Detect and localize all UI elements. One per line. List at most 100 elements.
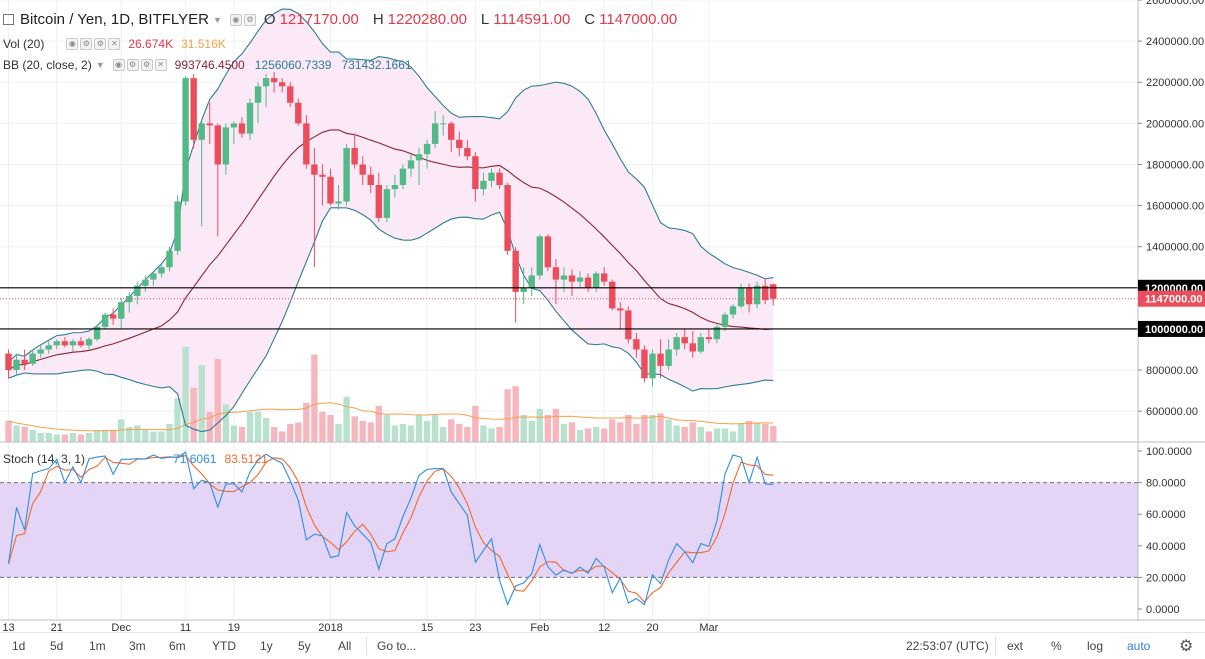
volume-ma-line [8,402,774,432]
close-icon[interactable]: ✕ [154,59,167,71]
volume-bar [665,419,672,442]
percent-toggle[interactable]: % [1051,639,1062,653]
candle-body [415,154,423,161]
candle-body [134,285,141,297]
level-low-tag: 1000000.00 [1145,324,1203,336]
chart-canvas[interactable]: 2600000.00 2400000.00 2200000.00 2000000.00… [0,0,1205,632]
range-5y-button[interactable]: 5y [298,639,311,653]
bollinger-legend-buttons[interactable]: ◉ ⚙ ⚙ ✕ [112,59,167,71]
volume-bar [303,402,310,442]
candle-body [407,160,415,169]
volume-bar [134,425,141,442]
candle-body [641,349,648,379]
candle-body [77,341,85,346]
volume-bar [649,414,656,442]
candle-body [528,275,535,288]
close-label: C [584,11,596,28]
volume-bar [423,420,431,442]
volume-bar [230,425,238,442]
stochastic-legend: Stoch (14, 3, 1) 71.6061 83.5121 [3,452,268,466]
stoch-tick-label: 0.0000 [1146,604,1180,616]
candle-body [770,284,777,299]
stoch-legend-label[interactable]: Stoch (14, 3, 1) [3,452,86,466]
horizontal-levels[interactable] [0,287,1138,330]
candle-body [109,314,117,319]
range-1m-button[interactable]: 1m [89,639,106,653]
volume-legend-label[interactable]: Vol (20) [3,37,45,51]
bollinger-legend-label[interactable]: BB (20, close, 2) [3,58,92,72]
range-all-button[interactable]: All [338,639,352,653]
symbol-title[interactable]: Bitcoin / Yen, 1D, BITFLYER [20,11,209,28]
goto-button[interactable]: Go to... [377,639,417,653]
candle-body [383,189,391,218]
volume-bar [528,420,535,442]
range-5d-button[interactable]: 5d [50,639,64,653]
settings-icon[interactable]: ⚙ [140,59,153,71]
volume-bar [592,426,600,442]
ext-toggle[interactable]: ext [1007,639,1024,653]
gear-icon[interactable]: ⚙ [80,38,93,50]
time-tick-label: 12 [598,622,610,632]
gear-icon[interactable]: ⚙ [1179,638,1194,655]
candlesticks[interactable] [5,71,777,387]
volume-bar [448,419,455,442]
volume-bar [375,405,382,442]
open-value: 1217170.00 [279,11,359,28]
volume-legend-buttons[interactable]: ◉ ⚙ ⚙ ✕ [66,38,121,50]
price-tick-label: 1400000.00 [1146,242,1204,254]
volume-bar [745,420,753,442]
collapse-icon[interactable] [3,14,14,25]
chevron-down-icon[interactable]: ▼ [212,14,222,25]
volume-bar [472,405,479,442]
bb-basis-line [8,129,774,371]
close-icon[interactable]: ✕ [108,38,121,50]
eye-icon[interactable]: ◉ [112,59,125,71]
candle-body [472,156,479,190]
range-1d-button[interactable]: 1d [12,639,26,653]
clock-display[interactable]: 22:53:07 (UTC) [906,639,989,653]
volume-bar [53,434,60,442]
gear-icon[interactable]: ⚙ [126,59,139,71]
time-tick-label: 15 [421,622,433,632]
gear-icon[interactable]: ⚙ [243,13,256,26]
candle-body [456,139,463,149]
log-toggle[interactable]: log [1087,639,1104,653]
settings-icon[interactable]: ⚙ [94,38,107,50]
volume-bars [5,347,777,442]
candle-body [536,236,543,276]
candle-body [359,164,366,175]
range-6m-button[interactable]: 6m [169,639,186,653]
auto-toggle[interactable]: auto [1127,639,1151,653]
range-3m-button[interactable]: 3m [129,639,146,653]
stoch-d-value: 83.5121 [224,452,268,466]
volume-bar [520,414,527,442]
time-tick-label: 23 [469,622,481,632]
volume-bar [367,422,374,442]
candle-body [53,341,60,346]
eye-icon[interactable]: ◉ [229,13,242,26]
range-ytd-button[interactable]: YTD [212,639,236,653]
candle-body [649,353,656,379]
candle-body [142,279,149,286]
candle-body [440,123,447,125]
volume-bar [37,432,44,442]
header-buttons[interactable]: ◉ ⚙ [229,13,256,26]
candle-body [222,127,230,165]
eye-icon[interactable]: ◉ [66,38,79,50]
chevron-down-icon[interactable]: ▼ [95,60,105,70]
volume-bar [238,426,246,442]
time-tick-label: 19 [228,622,240,632]
volume-bar [544,414,552,442]
volume-bar [697,426,704,442]
candle-body [118,302,125,319]
volume-bar [13,425,20,442]
volume-bar [359,420,366,442]
time-tick-label: 13 [2,622,14,632]
toolbar-divider [995,637,996,655]
candle-body [713,326,721,340]
range-1y-button[interactable]: 1y [260,639,273,653]
candle-body [552,267,560,280]
candle-body [287,86,294,103]
volume-bar [407,425,415,442]
candle-body [29,353,36,364]
